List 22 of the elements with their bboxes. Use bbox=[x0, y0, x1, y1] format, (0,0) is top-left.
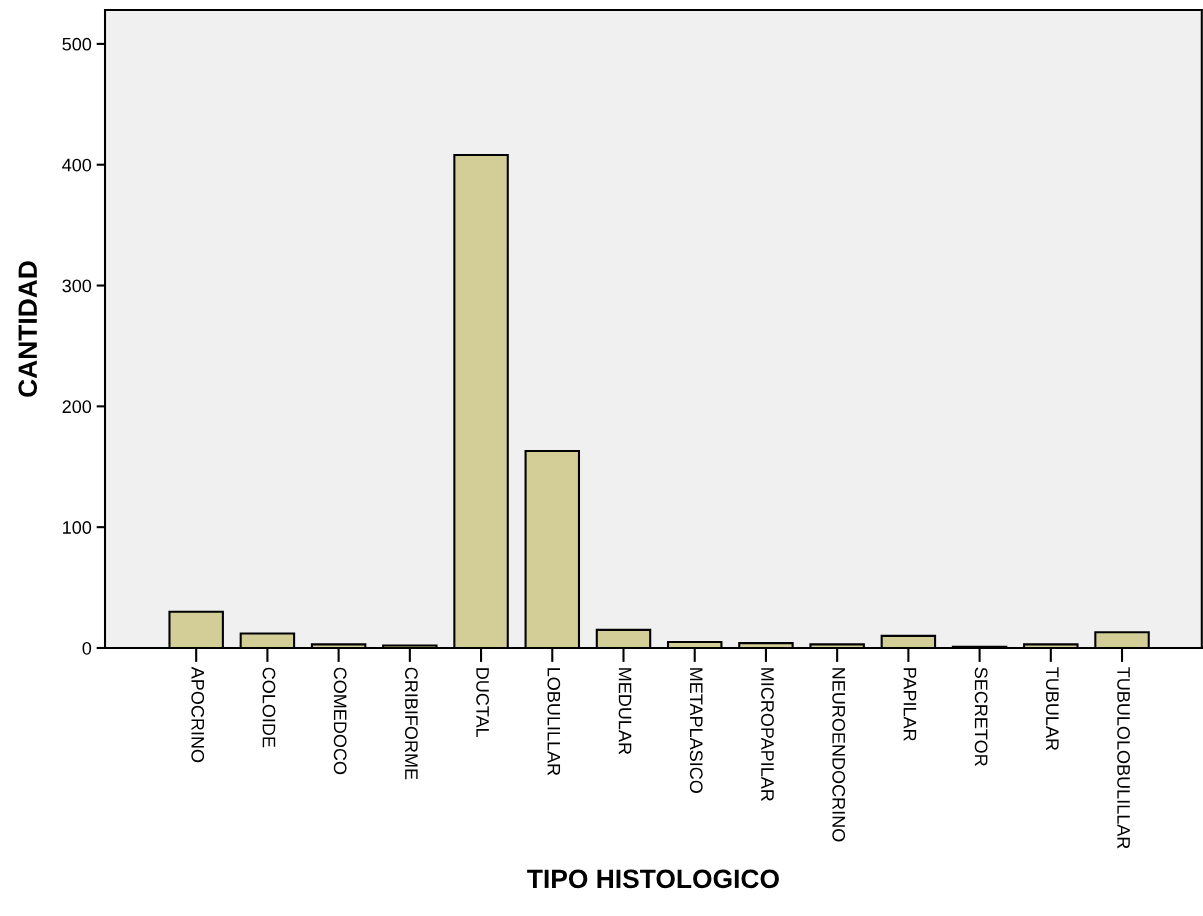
x-tick-label: TUBULAR bbox=[1045, 667, 1059, 751]
y-tick-label: 200 bbox=[62, 400, 92, 414]
x-tick-label: SECRETOR bbox=[974, 667, 988, 766]
x-axis-title: TIPO HISTOLOGICO bbox=[527, 869, 779, 889]
x-tick-label: MEDULAR bbox=[618, 668, 632, 755]
x-tick-label: CRIBIFORME bbox=[404, 667, 418, 780]
y-tick-label: 100 bbox=[63, 521, 92, 534]
x-tick-label: LOBULILLAR bbox=[547, 668, 561, 776]
x-tick-label: APOCRINO bbox=[191, 666, 205, 763]
y-tick-label: 500 bbox=[62, 37, 92, 51]
y-tick-label: 400 bbox=[62, 158, 92, 172]
y-tick-label: 0 bbox=[82, 641, 92, 655]
y-tick-label: 300 bbox=[62, 279, 92, 293]
x-tick-label: PAPILAR bbox=[903, 668, 917, 741]
x-tick-label: TUBULOLOBULILLAR bbox=[1117, 667, 1130, 849]
y-axis-title: CANTIDAD bbox=[18, 261, 38, 397]
x-tick-label: MICROPAPILAR bbox=[761, 668, 774, 802]
x-tick-label: DUCTAL bbox=[476, 668, 489, 738]
x-tick-label: COMEDOCO bbox=[333, 667, 347, 775]
x-tick-label: METAPLASICO bbox=[689, 668, 703, 793]
x-tick-label: NEUROENDOCRINO bbox=[832, 668, 846, 842]
x-tick-label: COLOIDE bbox=[262, 667, 276, 748]
